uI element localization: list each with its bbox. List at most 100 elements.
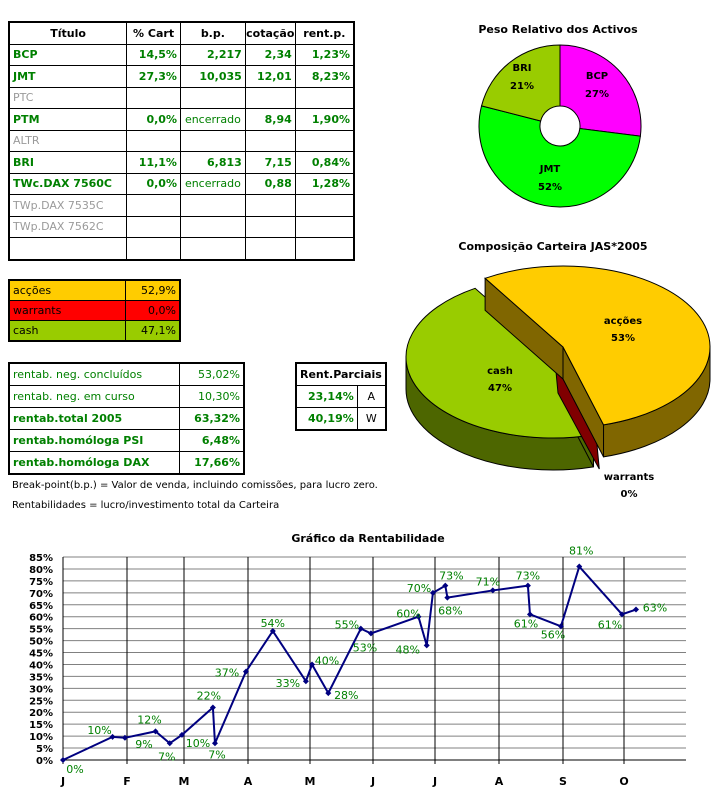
- table-row: JMT 27,3% 10,035 12,01 8,23%: [8, 65, 355, 88]
- note-rentabilidades: Rentabilidades = lucro/investimento tota…: [12, 500, 280, 511]
- data-point: [524, 582, 531, 589]
- doughnut-slice-label: BRI: [512, 63, 531, 74]
- cell-cotacao: 7,15: [244, 151, 296, 174]
- data-label: 12%: [137, 713, 161, 726]
- data-point: [415, 613, 422, 620]
- allocation-row: warrants 0,0%: [8, 300, 181, 321]
- y-tick-label: 20%: [29, 708, 53, 719]
- data-point: [242, 668, 249, 675]
- x-tick-label: O: [619, 775, 628, 788]
- returns-label: rentab.total 2005: [8, 407, 181, 430]
- pie3d-slice-value: 47%: [488, 383, 512, 394]
- data-point: [557, 623, 564, 630]
- pie3d-slice-cash: [405, 287, 595, 439]
- x-tick-label: M: [179, 775, 190, 788]
- data-label: 22%: [197, 689, 221, 702]
- allocation-value: 0,0%: [124, 300, 181, 321]
- y-tick-label: 60%: [29, 613, 53, 624]
- table-row: [8, 237, 355, 260]
- pie3d-title: Composição Carteira JAS*2005: [458, 240, 647, 253]
- data-label: 40%: [315, 654, 339, 667]
- x-tick-label: A: [495, 775, 504, 788]
- y-tick-label: 65%: [29, 601, 53, 612]
- cell-cotacao: 12,01: [244, 65, 296, 88]
- header-titulo: Título: [8, 21, 128, 45]
- titles-table: Título % Cart b.p. cotação rent.p. BCP 14…: [8, 21, 355, 261]
- x-tick-label: J: [60, 775, 65, 788]
- data-point: [423, 642, 430, 649]
- cell-rent: 8,23%: [294, 65, 355, 88]
- y-tick-label: 0%: [36, 756, 53, 767]
- data-label: 73%: [516, 570, 540, 583]
- line-chart-title: Gráfico da Rentabilidade: [291, 532, 444, 545]
- y-tick-label: 15%: [29, 720, 53, 731]
- note-breakpoint: Break-point(b.p.) = Valor de venda, incl…: [12, 480, 378, 491]
- partial-return-value: 40,19%: [295, 407, 358, 431]
- returns-value: 53,02%: [179, 362, 245, 386]
- data-point: [211, 740, 218, 747]
- cell-titulo: [8, 237, 128, 260]
- data-point: [178, 731, 185, 738]
- partial-return-type: W: [356, 407, 387, 431]
- cell-rent: 1,23%: [294, 43, 355, 66]
- cell-cotacao: 2,34: [244, 43, 296, 66]
- data-point: [209, 704, 216, 711]
- data-label: 70%: [407, 582, 431, 595]
- doughnut-slice-label: JMT: [539, 164, 561, 175]
- data-label: 63%: [643, 602, 667, 615]
- x-tick-label: S: [559, 775, 567, 788]
- data-point: [60, 757, 66, 763]
- cell-cotacao: 0,88: [244, 172, 296, 195]
- allocation-row: cash 47,1%: [8, 320, 181, 342]
- data-point: [442, 582, 449, 589]
- pie3d-slice-label: cash: [487, 366, 513, 377]
- cell-titulo: BRI: [8, 151, 128, 174]
- x-tick-label: J: [370, 775, 375, 788]
- data-label: 68%: [438, 605, 462, 618]
- header-rent: rent.p.: [294, 21, 355, 45]
- returns-table: rentab. neg. concluídos 53,02% rentab. neg…: [8, 362, 245, 475]
- pie3d-slice-label: warrants: [604, 472, 654, 483]
- data-point: [489, 587, 496, 594]
- allocation-label: warrants: [8, 300, 126, 321]
- x-tick-label: A: [244, 775, 253, 788]
- data-label: 7%: [208, 748, 225, 761]
- table-row: PTM 0,0% encerrado 8,94 1,90%: [8, 108, 355, 131]
- data-label: 48%: [396, 643, 420, 656]
- doughnut-slice-bcp: [559, 44, 642, 137]
- table-row: ALTR: [8, 129, 355, 152]
- cell-cotacao: [244, 86, 296, 109]
- partial-return-value: 23,14%: [295, 385, 358, 408]
- cell-rent: [294, 86, 355, 109]
- y-tick-label: 30%: [29, 684, 53, 695]
- y-tick-label: 70%: [29, 589, 53, 600]
- data-point: [576, 563, 583, 570]
- data-label: 9%: [135, 738, 152, 751]
- data-point: [526, 611, 533, 618]
- data-label: 56%: [541, 628, 565, 641]
- y-tick-label: 80%: [29, 565, 53, 576]
- data-label: 7%: [158, 750, 175, 763]
- cell-rent: 0,84%: [294, 151, 355, 174]
- pie3d-slice-accoes: [484, 265, 711, 426]
- data-label: 53%: [353, 641, 377, 654]
- y-tick-label: 10%: [29, 732, 53, 743]
- allocation-value: 47,1%: [124, 320, 181, 342]
- data-point: [444, 594, 451, 601]
- data-point: [121, 734, 128, 741]
- header-cart: % Cart: [126, 21, 181, 45]
- data-label: 60%: [396, 608, 420, 621]
- y-tick-label: 25%: [29, 696, 53, 707]
- x-tick-label: J: [432, 775, 437, 788]
- cell-bp: 2,217: [179, 43, 246, 66]
- returns-row: rentab.homóloga DAX 17,66%: [8, 451, 245, 475]
- data-label: 10%: [87, 724, 111, 737]
- data-point: [152, 728, 159, 735]
- y-tick-label: 40%: [29, 660, 53, 671]
- cell-bp: 10,035: [179, 65, 246, 88]
- cell-cart: 14,5%: [126, 43, 181, 66]
- doughnut-slice-value: 27%: [585, 89, 609, 100]
- data-point: [166, 740, 173, 747]
- y-tick-label: 35%: [29, 672, 53, 683]
- y-tick-label: 75%: [29, 577, 53, 588]
